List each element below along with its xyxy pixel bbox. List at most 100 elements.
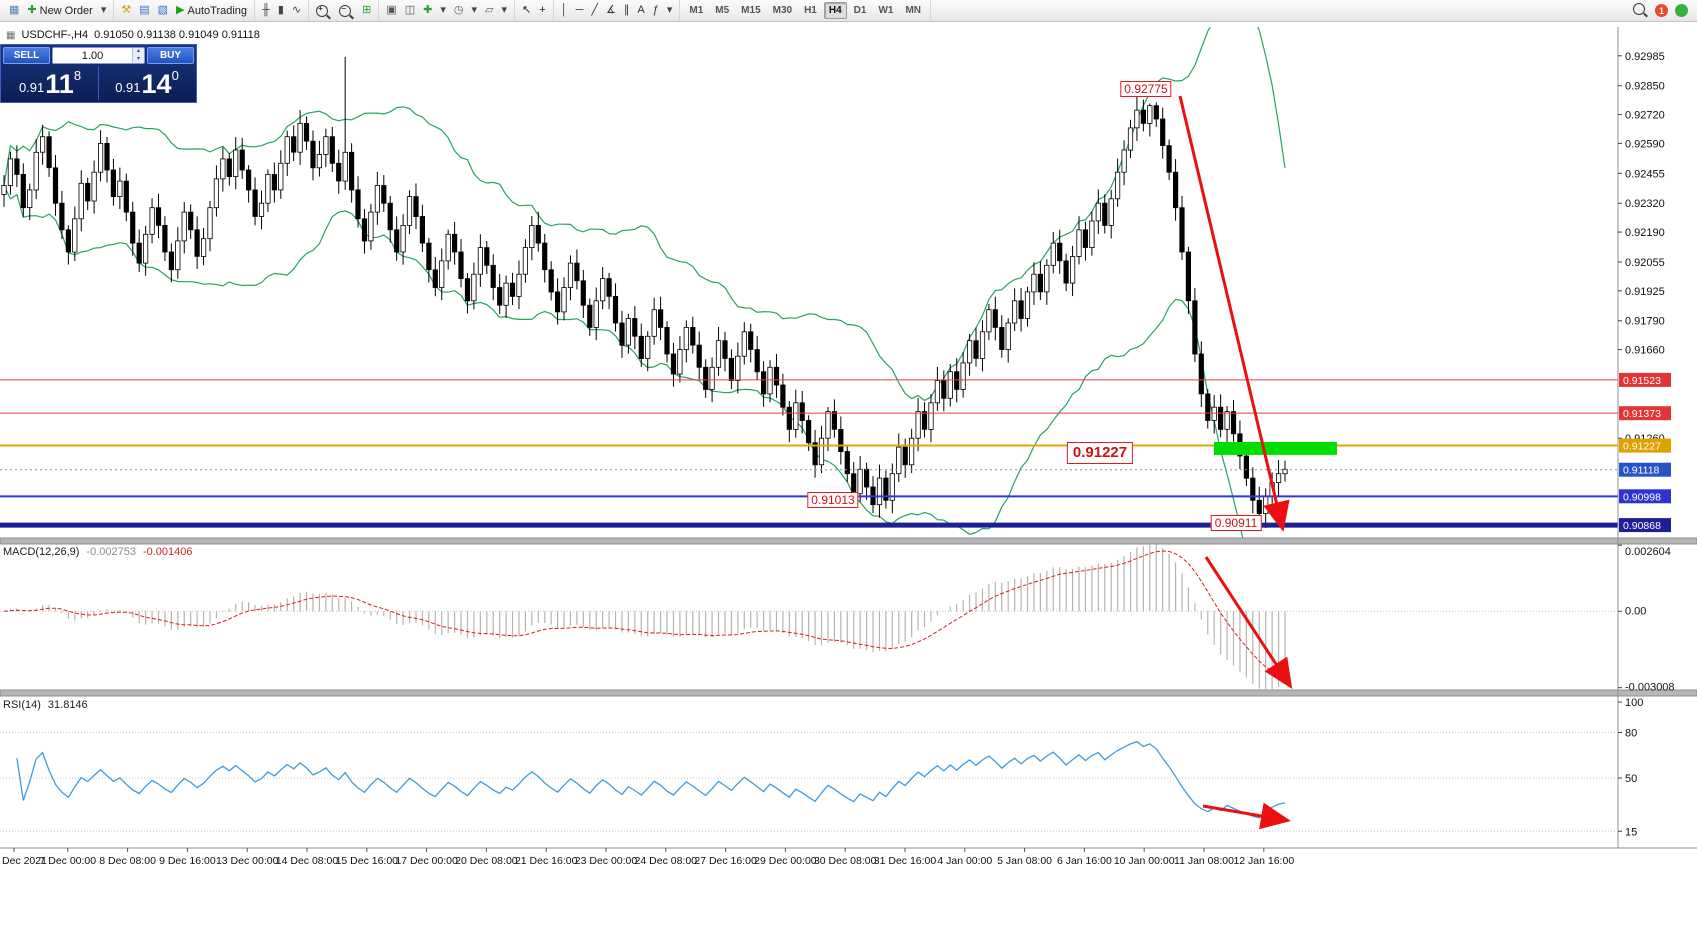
svg-text:0.92985: 0.92985 bbox=[1625, 51, 1665, 63]
timeframe-M1[interactable]: M1 bbox=[689, 5, 704, 16]
text-label-icon[interactable]: A bbox=[633, 3, 648, 18]
metaeditor-icon: ⚒ bbox=[121, 4, 132, 16]
timeframe-M5[interactable]: M5 bbox=[715, 5, 730, 16]
svg-text:8 Dec 08:00: 8 Dec 08:00 bbox=[99, 855, 156, 867]
zoom-group: + − ⊞ bbox=[309, 0, 380, 21]
crosshair-icon: + bbox=[539, 4, 546, 16]
svg-text:0.90998: 0.90998 bbox=[1623, 491, 1661, 503]
price-annotation[interactable]: 0.92775 bbox=[1120, 81, 1172, 97]
chart-symbol-info: ▦ USDCHF-,H4 0.91050 0.91138 0.91049 0.9… bbox=[6, 29, 260, 41]
window-group: ▣ ◫ ✚ ▾ ◷ ▾ ▱ ▾ bbox=[379, 0, 516, 21]
channel-icon[interactable]: ∥ bbox=[620, 3, 634, 18]
volume-input[interactable] bbox=[53, 48, 132, 63]
sell-price[interactable]: 0.91 11 8 bbox=[18, 68, 82, 99]
cascade-windows-icon[interactable]: ▣ bbox=[382, 3, 400, 18]
tile-windows-icon[interactable]: ⊞ bbox=[358, 3, 375, 18]
price-annotation[interactable]: 0.90911 bbox=[1210, 515, 1262, 531]
volume-up-button[interactable]: ▴ bbox=[136, 48, 140, 54]
svg-text:17 Dec 00:00: 17 Dec 00:00 bbox=[395, 855, 458, 867]
svg-text:14 Dec 08:00: 14 Dec 08:00 bbox=[276, 855, 339, 867]
templates-icon: ▱ bbox=[485, 4, 494, 16]
svg-text:0.92320: 0.92320 bbox=[1625, 198, 1665, 210]
zoom-in-icon: + bbox=[316, 4, 329, 17]
templates-dropdown: ▾ bbox=[501, 4, 508, 16]
templates-icon[interactable]: ▱ bbox=[481, 3, 497, 18]
svg-text:7 Dec 00:00: 7 Dec 00:00 bbox=[39, 855, 96, 867]
main-toolbar: ▦ ✚ New Order ▾ ⚒ ▤ ▧ ▶ AutoTrading ╫ ▮ ∿ + − ⊞ ▣ ◫ ✚ ▾ ◷ ▾ ▱… bbox=[0, 0, 1697, 22]
market-watch-icon[interactable]: ▤ bbox=[135, 3, 153, 18]
price-annotation[interactable]: 0.91227 bbox=[1066, 442, 1134, 464]
svg-text:0.91118: 0.91118 bbox=[1623, 465, 1660, 477]
zoom-in-icon[interactable]: + bbox=[312, 3, 335, 19]
notification-badge[interactable]: 1 bbox=[1655, 4, 1668, 17]
candlestick-chart-icon[interactable]: ▮ bbox=[274, 3, 288, 18]
search-icon bbox=[1633, 2, 1645, 15]
rsi-label: RSI(14) 31.8146 bbox=[3, 699, 88, 711]
zoom-out-icon[interactable]: − bbox=[335, 3, 358, 19]
svg-text:0.90868: 0.90868 bbox=[1623, 520, 1661, 532]
timeframe-M15[interactable]: M15 bbox=[741, 5, 761, 16]
ohlc-values: 0.91050 0.91138 0.91049 0.91118 bbox=[94, 29, 260, 41]
search-button[interactable] bbox=[1633, 2, 1648, 20]
shapes-dropdown[interactable]: ▾ bbox=[663, 3, 677, 18]
arrange-windows-icon[interactable]: ◫ bbox=[401, 3, 419, 18]
vertical-line-icon[interactable]: │ bbox=[557, 3, 572, 18]
bar-chart-icon: ╫ bbox=[262, 4, 270, 16]
fibonacci-icon[interactable]: ƒ bbox=[649, 3, 663, 18]
periods-dropdown[interactable]: ▾ bbox=[468, 3, 482, 18]
timeframe-H4[interactable]: H4 bbox=[823, 2, 847, 19]
trendline-icon[interactable]: ╱ bbox=[587, 3, 602, 18]
svg-text:100: 100 bbox=[1625, 697, 1643, 709]
angle-trendline-icon[interactable]: ∡ bbox=[602, 3, 620, 18]
timeframe-M30[interactable]: M30 bbox=[772, 5, 793, 16]
price-annotation[interactable]: 0.91013 bbox=[807, 492, 859, 508]
new-order-dropdown[interactable]: ▾ bbox=[97, 3, 111, 18]
indicators-button: ✚ bbox=[423, 4, 433, 16]
cascade-windows-icon: ▣ bbox=[386, 4, 397, 16]
svg-text:-0.003008: -0.003008 bbox=[1625, 682, 1675, 694]
crosshair-icon[interactable]: + bbox=[535, 3, 549, 18]
symbol-label: USDCHF-,H4 bbox=[21, 29, 89, 41]
cursor-icon: ↖ bbox=[522, 4, 532, 16]
buy-button[interactable]: BUY bbox=[147, 47, 194, 64]
connection-dot bbox=[1675, 4, 1688, 17]
chart-window-icon[interactable]: ▦ bbox=[5, 3, 23, 18]
volume-down-button[interactable]: ▾ bbox=[136, 55, 140, 62]
svg-text:0.91660: 0.91660 bbox=[1625, 345, 1665, 357]
periods-icon[interactable]: ◷ bbox=[450, 3, 468, 18]
macd-label: MACD(12,26,9) -0.002753 -0.001406 bbox=[3, 546, 193, 558]
chart-group: ▦ ✚ New Order ▾ bbox=[2, 0, 115, 21]
indicators-dropdown[interactable]: ▾ bbox=[436, 3, 450, 18]
arrange-windows-icon: ◫ bbox=[404, 4, 416, 16]
horizontal-line-icon[interactable]: ─ bbox=[572, 3, 588, 18]
vertical-line-icon: │ bbox=[560, 4, 568, 16]
new-order-button-label: New Order bbox=[39, 4, 93, 17]
svg-text:24 Dec 08:00: 24 Dec 08:00 bbox=[635, 855, 698, 867]
timeframe-D1[interactable]: D1 bbox=[853, 5, 867, 16]
timeframe-W1[interactable]: W1 bbox=[878, 5, 894, 16]
metaeditor-icon[interactable]: ⚒ bbox=[117, 3, 135, 18]
timeframe-MN[interactable]: MN bbox=[905, 5, 922, 16]
cursor-icon[interactable]: ↖ bbox=[518, 3, 535, 18]
trendline-icon: ╱ bbox=[591, 4, 598, 16]
candlestick-chart-icon: ▮ bbox=[277, 4, 284, 16]
svg-text:27 Dec 16:00: 27 Dec 16:00 bbox=[694, 855, 757, 867]
channel-icon: ∥ bbox=[623, 4, 630, 16]
indicators-button[interactable]: ✚ bbox=[419, 3, 436, 18]
navigator-icon: ▧ bbox=[157, 4, 169, 16]
buy-price[interactable]: 0.91 14 0 bbox=[115, 68, 179, 99]
new-order-button[interactable]: ✚ New Order bbox=[23, 3, 96, 19]
timeframe-H1[interactable]: H1 bbox=[804, 5, 817, 16]
svg-text:0.91790: 0.91790 bbox=[1625, 316, 1665, 328]
templates-dropdown[interactable]: ▾ bbox=[498, 3, 512, 18]
autotrading-button[interactable]: ▶ AutoTrading bbox=[172, 3, 251, 19]
sell-button[interactable]: SELL bbox=[3, 47, 50, 64]
svg-text:5 Jan 08:00: 5 Jan 08:00 bbox=[997, 855, 1052, 867]
bar-chart-icon[interactable]: ╫ bbox=[258, 3, 274, 18]
line-chart-icon[interactable]: ∿ bbox=[288, 3, 305, 18]
svg-text:15: 15 bbox=[1625, 826, 1637, 838]
horizontal-line-icon: ─ bbox=[575, 4, 584, 16]
navigator-icon[interactable]: ▧ bbox=[154, 3, 172, 18]
svg-text:0.92190: 0.92190 bbox=[1625, 227, 1665, 239]
